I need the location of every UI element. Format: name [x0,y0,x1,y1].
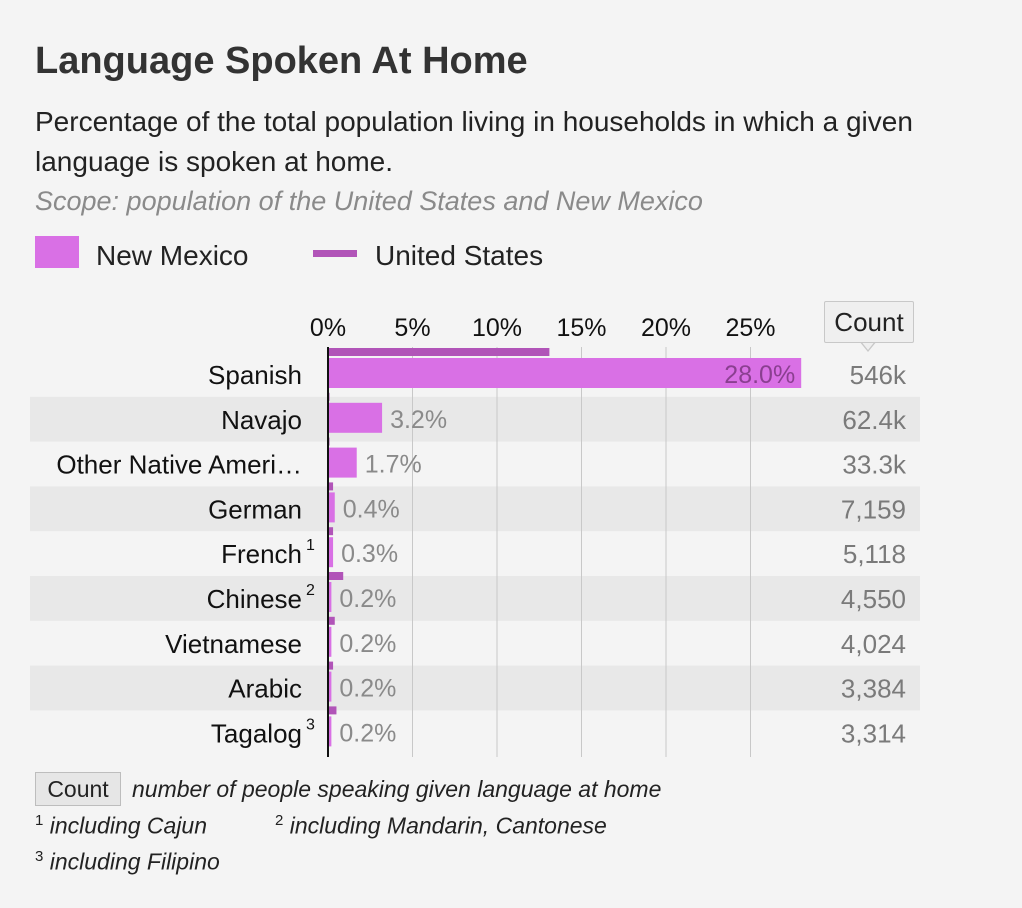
chart-subtitle: Percentage of the total population livin… [35,106,913,177]
category-label: Tagalog [211,718,302,748]
x-tick-label: 25% [725,314,775,342]
x-tick-label: 15% [556,314,606,342]
count-value: 3,314 [841,718,906,748]
count-column-header[interactable]: Count [824,301,914,343]
count-value: 4,550 [841,584,906,614]
x-tick-label: 5% [394,314,430,342]
category-label: Chinese [207,584,302,614]
bar-new-mexico [328,358,802,388]
footnote-mark: 2 [306,582,315,599]
row-band [30,665,920,711]
bar-united-states [328,706,337,715]
legend-label-new-mexico: New Mexico [96,240,249,271]
row-band [30,396,920,442]
count-header-pointer-fill [860,340,876,350]
bar-new-mexico [328,537,334,568]
bar-united-states [328,616,335,625]
bar-new-mexico [328,402,383,433]
legend-swatch-new-mexico [35,236,79,268]
category-label: Spanish [208,360,302,390]
count-value: 546k [850,360,907,390]
bar-united-states [328,572,344,580]
bar-united-states [328,482,334,491]
footnote-1: 1 including Cajun [35,812,208,839]
chart-scope: Scope: population of the United States a… [35,186,703,216]
category-label: Other Native Ameri… [56,450,302,480]
bar-new-mexico [328,447,357,478]
x-tick-label: 10% [472,314,522,342]
bar-united-states [328,527,334,536]
bar-new-mexico [328,582,332,612]
bar-value-label: 0.2% [339,630,396,658]
footnote-3: 3 including Filipino [35,848,220,875]
count-value: 33.3k [842,450,907,480]
bar-united-states [328,661,334,670]
bar-value-label: 0.2% [339,585,396,613]
category-label: Navajo [221,405,302,435]
category-label: French [221,539,302,569]
row-band [30,576,920,621]
row-band [30,486,920,532]
legend-swatch-united-states [313,250,357,257]
bar-value-label: 28.0% [724,361,795,389]
count-key-box: Count [35,772,121,806]
bar-value-label: 3.2% [390,406,447,434]
bar-value-label: 0.4% [343,495,400,523]
footnote-2: 2 including Mandarin, Cantonese [275,812,607,839]
bar-value-label: 1.7% [365,451,422,479]
bar-value-label: 0.3% [341,540,398,568]
bar-united-states [328,348,550,356]
count-key-description: number of people speaking given language… [132,776,662,802]
footnote-mark: 1 [306,537,315,554]
bar-new-mexico [328,716,332,747]
bar-new-mexico [328,626,332,657]
category-label: Arabic [228,674,302,704]
count-value: 7,159 [841,494,906,524]
legend-label-united-states: United States [375,240,544,271]
category-label: German [208,494,302,524]
x-tick-label: 0% [310,314,346,342]
chart-title: Language Spoken At Home [35,40,528,82]
count-value: 4,024 [841,629,906,659]
count-value: 62.4k [842,405,907,435]
bar-value-label: 0.2% [339,719,396,747]
category-label: Vietnamese [165,629,302,659]
count-value: 3,384 [841,674,906,704]
x-tick-label: 20% [641,314,691,342]
footnote-mark: 3 [306,716,315,733]
bar-new-mexico [328,671,332,702]
bar-new-mexico [328,492,335,523]
count-value: 5,118 [843,539,906,569]
bar-value-label: 0.2% [339,675,396,703]
